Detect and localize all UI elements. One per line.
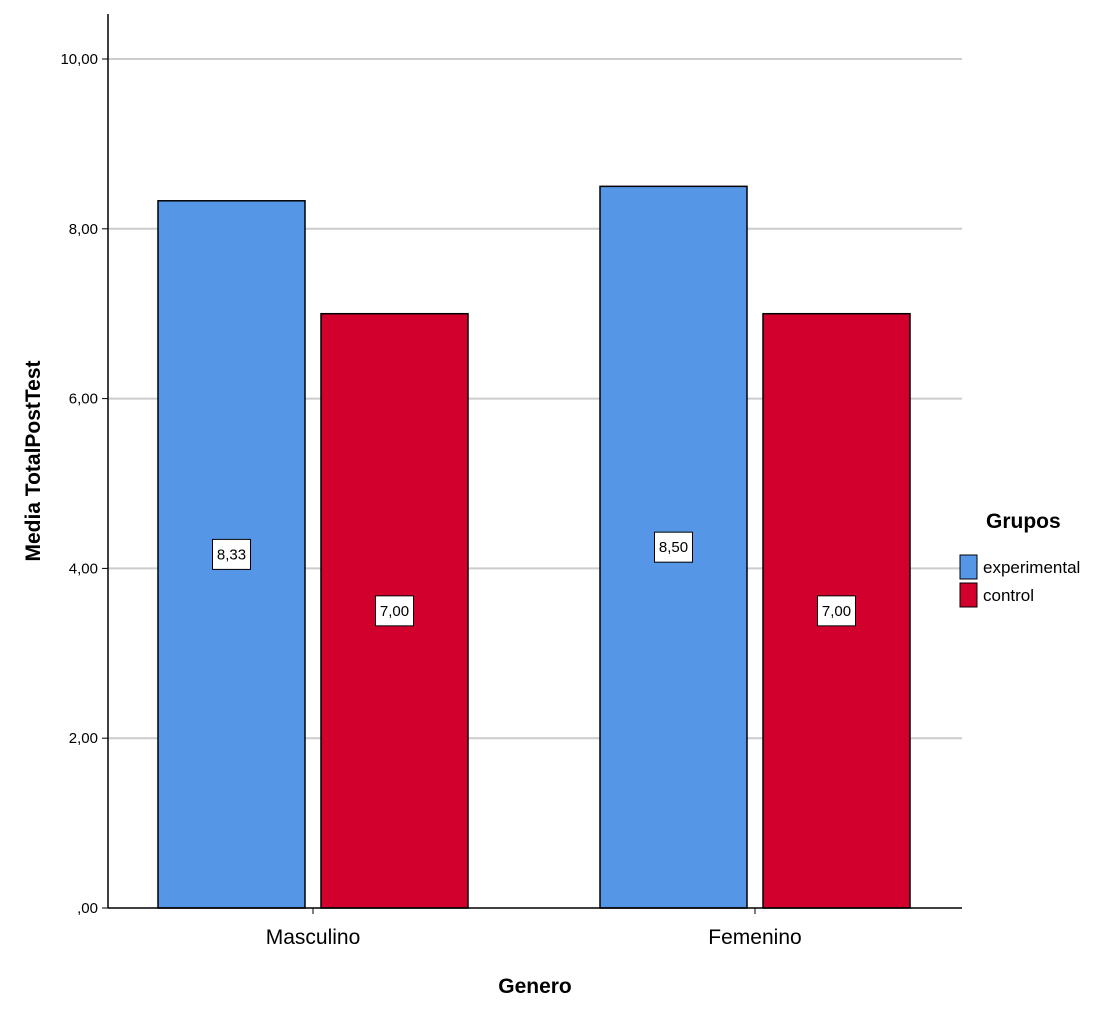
legend-items: experimental control — [959, 554, 1080, 608]
y-tick-label: 8,00 — [69, 221, 98, 238]
y-tick-label: 10,00 — [60, 51, 98, 68]
value-label: 8,33 — [217, 546, 246, 563]
value-label: 8,50 — [659, 539, 688, 556]
value-labels: 8,33 7,00 8,50 7,00 — [212, 531, 856, 627]
y-tick-label: 6,00 — [69, 391, 98, 408]
bars — [157, 185, 911, 909]
value-label: 7,00 — [822, 603, 851, 620]
legend-swatch-control — [959, 582, 978, 608]
value-label-box — [817, 595, 856, 627]
legend-swatch-experimental — [959, 554, 978, 580]
x-axis-title: Genero — [498, 975, 572, 998]
y-tick-label: 4,00 — [69, 560, 98, 577]
x-category-label: Masculino — [266, 926, 361, 949]
x-categories: Masculino Femenino — [266, 908, 802, 949]
axes — [107, 14, 962, 909]
y-axis-title: Media TotalPostTest — [22, 360, 45, 561]
value-label-box — [375, 595, 414, 627]
y-tick-label: 2,00 — [69, 730, 98, 747]
x-category-label: Femenino — [708, 926, 801, 949]
legend-label-experimental: experimental — [983, 558, 1080, 577]
y-ticks: ,00 2,00 4,00 6,00 8,00 10,00 — [60, 51, 108, 917]
value-label: 7,00 — [380, 603, 409, 620]
y-tick-label: ,00 — [77, 900, 98, 917]
legend-title: Grupos — [986, 510, 1061, 533]
value-label-box — [212, 538, 251, 570]
legend: Grupos experimental control — [959, 510, 1080, 608]
value-label-box — [654, 531, 693, 563]
legend-label-control: control — [983, 586, 1034, 605]
